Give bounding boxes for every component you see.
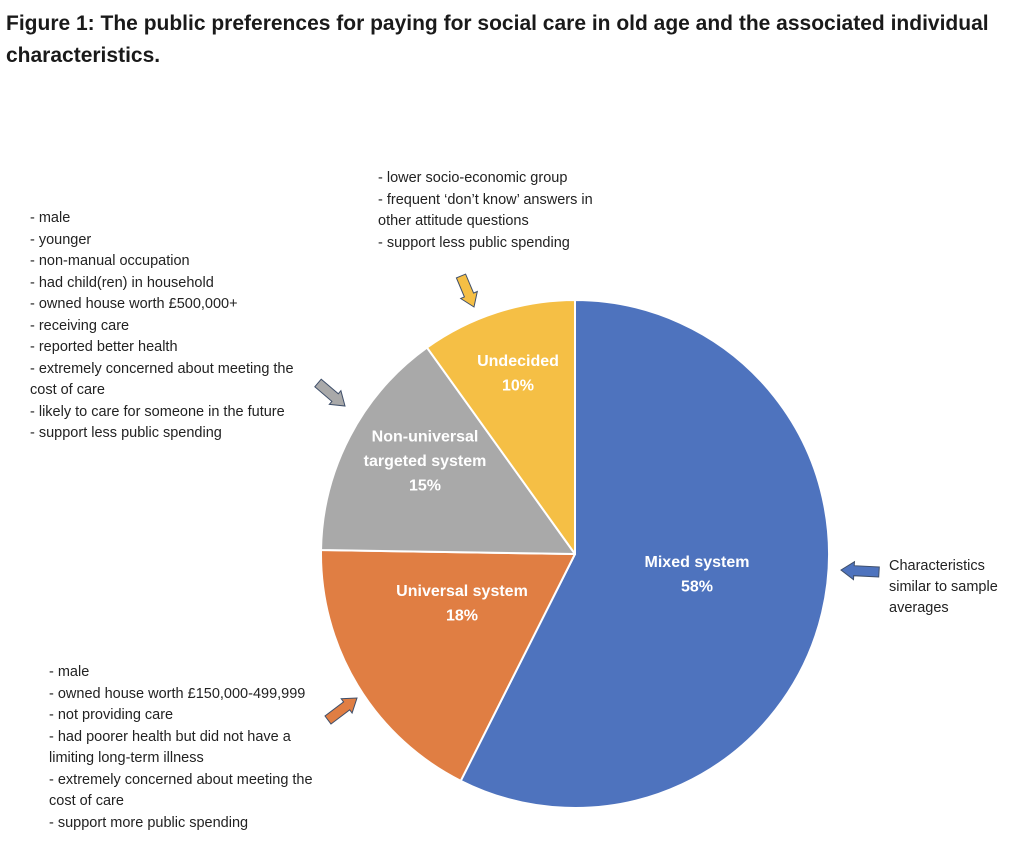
annotation-non-universal: - male - younger - non-manual occupation - … (30, 208, 294, 445)
annotation-line: - not providing care (49, 707, 174, 723)
annotation-line: - male (49, 664, 90, 680)
slice-value-label-nonuniversal: 15% (409, 478, 441, 495)
annotation-arrows (314, 273, 880, 725)
slice-value-label-universal: 18% (446, 608, 478, 625)
pie-slice-universal (320, 549, 576, 782)
arrow-mixed (840, 560, 880, 581)
annotation-line: - male (30, 210, 71, 226)
annotation-line: - non-manual occupation (30, 253, 190, 269)
annotation-line: cost of care (30, 382, 105, 398)
annotation-line: - extremely concerned about meeting the (49, 771, 313, 788)
figure-title: Figure 1: The public preferences for pay… (6, 8, 1016, 72)
annotation-line: - frequent ‘don’t know’ answers in (378, 191, 593, 208)
annotation-line: averages (889, 600, 949, 616)
slice-name-label-mixed: Mixed system (645, 554, 750, 571)
pie-slice-mixed (459, 299, 830, 809)
annotation-line: other attitude questions (378, 213, 529, 229)
annotation-line: - had poorer health but did not have a (49, 728, 291, 745)
annotation-line: - reported better health (30, 339, 178, 355)
slice-name-label-nonuniversal: Non-universal (372, 429, 479, 446)
pie-labels: Mixed system 58% Universal system 18% Non-un… (364, 353, 750, 625)
annotation-line: - extremely concerned about meeting the (30, 360, 294, 377)
annotation-line: - had child(ren) in household (30, 274, 214, 291)
annotation-line: - likely to care for someone in the futu… (30, 403, 285, 420)
annotation-universal: - male - owned house worth £150,000-499,9… (49, 662, 313, 834)
arrow-undecided (455, 273, 478, 308)
annotation-line: - receiving care (30, 317, 130, 334)
arrow-universal (324, 697, 358, 725)
figure-title-text: The public preferences for paying for so… (6, 12, 989, 67)
annotation-line: - lower socio-economic group (378, 170, 568, 186)
annotation-line: cost of care (49, 793, 124, 809)
annotation-line: - support less public spending (30, 425, 222, 441)
pie-slices (320, 299, 830, 809)
annotation-line: - owned house worth £150,000-499,999 (49, 685, 306, 702)
annotation-mixed: Characteristics similar to sample averages (889, 556, 998, 619)
annotation-line: - owned house worth £500,000+ (30, 296, 238, 312)
annotation-line: limiting long-term illness (49, 750, 204, 766)
slice-name-label-universal: Universal system (396, 583, 528, 600)
annotation-undecided: - lower socio-economic group - frequent ‘… (378, 168, 593, 254)
arrow-nonuniversal (314, 378, 346, 407)
annotation-line: - younger (30, 231, 92, 248)
slice-value-label-undecided: 10% (502, 378, 534, 395)
annotation-line: - support less public spending (378, 234, 570, 251)
annotation-line: Characteristics (889, 558, 985, 574)
slice-name-label-nonuniversal: targeted system (364, 453, 487, 470)
annotation-line: - support more public spending (49, 814, 249, 831)
pie-slice-nonuniversal (320, 346, 576, 555)
figure-label: Figure 1: (6, 12, 95, 35)
slice-value-label-mixed: 58% (681, 579, 713, 596)
slice-name-label-undecided: Undecided (477, 353, 559, 370)
annotation-line: similar to sample (889, 579, 998, 595)
pie-slice-undecided (425, 299, 576, 555)
